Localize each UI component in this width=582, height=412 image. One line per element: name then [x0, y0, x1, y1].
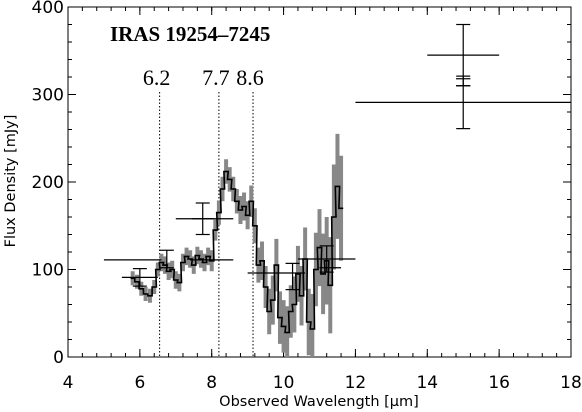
spectrum-point	[275, 264, 278, 266]
spectrum-point	[271, 299, 274, 301]
spectrum-point	[214, 229, 217, 231]
photometry-point	[191, 202, 214, 236]
plot-frame	[67, 6, 572, 358]
spectrum-point	[167, 270, 170, 273]
y-tick-label: 400	[32, 0, 64, 18]
spectrum-point	[185, 255, 188, 258]
spectrum-point	[203, 261, 206, 264]
spectrum-point	[192, 264, 195, 266]
spectrum-point	[207, 255, 209, 258]
feature-label: 8.6	[236, 65, 264, 90]
spectrum-point	[315, 268, 317, 271]
spectrum-point	[228, 178, 231, 181]
spectrum-point	[196, 254, 199, 257]
x-tick-label: 12	[345, 373, 367, 393]
chart-title: IRAS 19254–7245	[110, 22, 270, 46]
spectrum-point	[236, 200, 238, 203]
spectrum-point	[140, 287, 143, 290]
x-tick-label: 14	[416, 373, 438, 393]
spectrum-point	[178, 281, 181, 284]
spectrum-point	[322, 273, 324, 275]
x-axis-title: Observed Wavelength [μm]	[219, 394, 419, 410]
x-tick-label: 18	[560, 373, 582, 393]
x-tick-label: 6	[134, 373, 145, 393]
spectrum-point	[340, 207, 342, 210]
spectrum-point	[254, 224, 256, 227]
y-tick-label: 200	[32, 173, 64, 193]
x-tick-label: 4	[63, 373, 74, 393]
x-tick-label: 10	[273, 373, 295, 393]
spectrum-point	[264, 286, 267, 288]
spectrum-point	[282, 325, 285, 328]
spectrum-point	[136, 280, 138, 283]
spectrum-point	[329, 284, 332, 287]
spectrum-point	[221, 188, 224, 190]
spectrum-point	[307, 321, 310, 323]
photometry-points	[103, 23, 571, 291]
spectrum-point	[257, 264, 260, 266]
feature-lines: 6.2 7.7 8.6	[143, 65, 264, 357]
spectrum-point	[218, 211, 220, 214]
spectrum-line	[130, 170, 344, 334]
spectrum-point	[153, 286, 156, 288]
photometry-point	[355, 75, 571, 130]
y-tick-label: 300	[32, 86, 64, 106]
spectrum-point	[160, 261, 163, 264]
spectrum-point	[279, 316, 281, 319]
x-tick-label: 8	[206, 373, 217, 393]
spectrum-point	[293, 303, 296, 306]
photometry-point	[121, 268, 158, 287]
photometry-point	[285, 262, 300, 291]
spectrum-point	[232, 188, 235, 190]
spectrum-point	[157, 268, 159, 271]
photometry-point	[159, 249, 174, 269]
y-axis-title: Flux Density [mJy]	[3, 115, 19, 248]
spectrum-point	[300, 294, 303, 297]
spectrum-point	[289, 310, 292, 313]
spectrum-point	[164, 264, 166, 266]
spectrum-point	[261, 259, 263, 262]
spectrum-point	[149, 294, 151, 297]
spectrum-point	[268, 310, 271, 313]
spectrum-point	[250, 200, 253, 203]
spectrum-point	[336, 185, 339, 188]
axis-ticks: 4 6 8 10 12 14 16 18 0 100 200 300 400	[32, 0, 582, 393]
y-tick-label: 100	[32, 261, 64, 281]
spectrum-point	[174, 279, 177, 281]
spectrum-point	[318, 246, 321, 249]
feature-label: 7.7	[202, 65, 230, 90]
spectrum-point	[171, 268, 173, 271]
spectrum-point	[333, 216, 335, 218]
spectrum-point	[239, 209, 242, 211]
x-tick-label: 16	[488, 373, 510, 393]
spectrum-point	[182, 261, 184, 264]
spectrum-point	[144, 293, 147, 295]
spectrum-point	[311, 328, 314, 330]
spectrum-point	[243, 205, 245, 208]
spectrum-error-bars	[130, 133, 344, 357]
spectrum-series	[130, 170, 344, 334]
spectrum-point	[286, 331, 288, 334]
y-tick-label: 0	[53, 348, 64, 368]
spectrum-point	[225, 170, 227, 173]
feature-label: 6.2	[143, 65, 171, 90]
spectrum-point	[246, 214, 249, 217]
